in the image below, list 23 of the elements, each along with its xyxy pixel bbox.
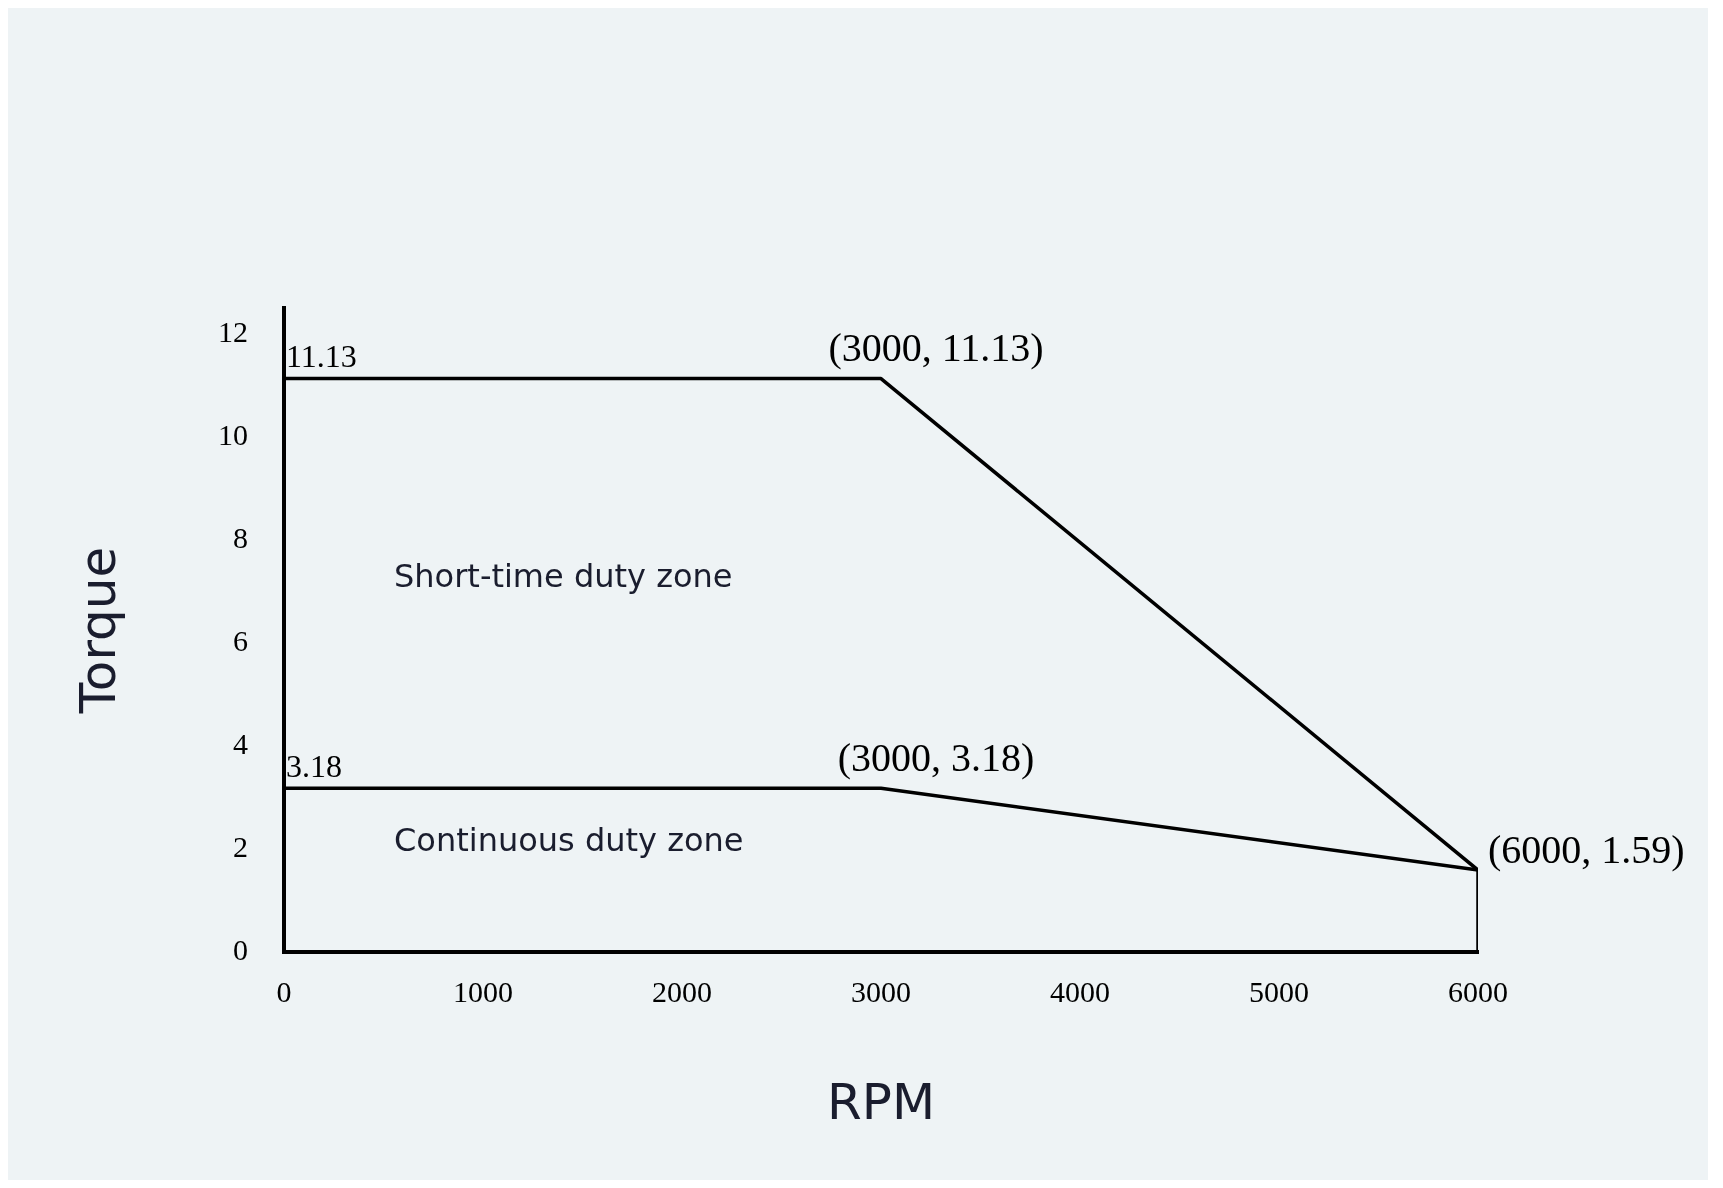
y-tick-label: 6 <box>233 623 248 657</box>
annotation: Continuous duty zone <box>394 820 744 859</box>
annotation: (6000, 1.59) <box>1488 826 1685 872</box>
annotation: 3.18 <box>286 747 342 784</box>
x-tick-label: 2000 <box>652 974 712 1008</box>
y-tick-label: 12 <box>218 314 248 348</box>
annotation: Short-time duty zone <box>394 556 733 595</box>
y-tick-label: 4 <box>233 726 248 760</box>
x-tick-label: 5000 <box>1249 974 1309 1008</box>
x-tick-label: 1000 <box>453 974 513 1008</box>
y-axis-title: Torque <box>68 546 127 715</box>
x-tick-label: 4000 <box>1050 974 1110 1008</box>
x-axis-title: RPM <box>826 1072 936 1131</box>
y-tick-label: 0 <box>233 932 248 966</box>
y-tick-label: 2 <box>233 829 248 863</box>
x-tick-label: 6000 <box>1448 974 1508 1008</box>
annotation: 11.13 <box>286 337 357 374</box>
annotation: (3000, 3.18) <box>837 734 1035 780</box>
annotation: (3000, 11.13) <box>828 325 1044 371</box>
x-tick-label: 3000 <box>851 974 911 1008</box>
x-tick-label: 0 <box>276 974 292 1008</box>
y-tick-label: 8 <box>233 520 248 554</box>
y-tick-label: 10 <box>218 417 248 451</box>
